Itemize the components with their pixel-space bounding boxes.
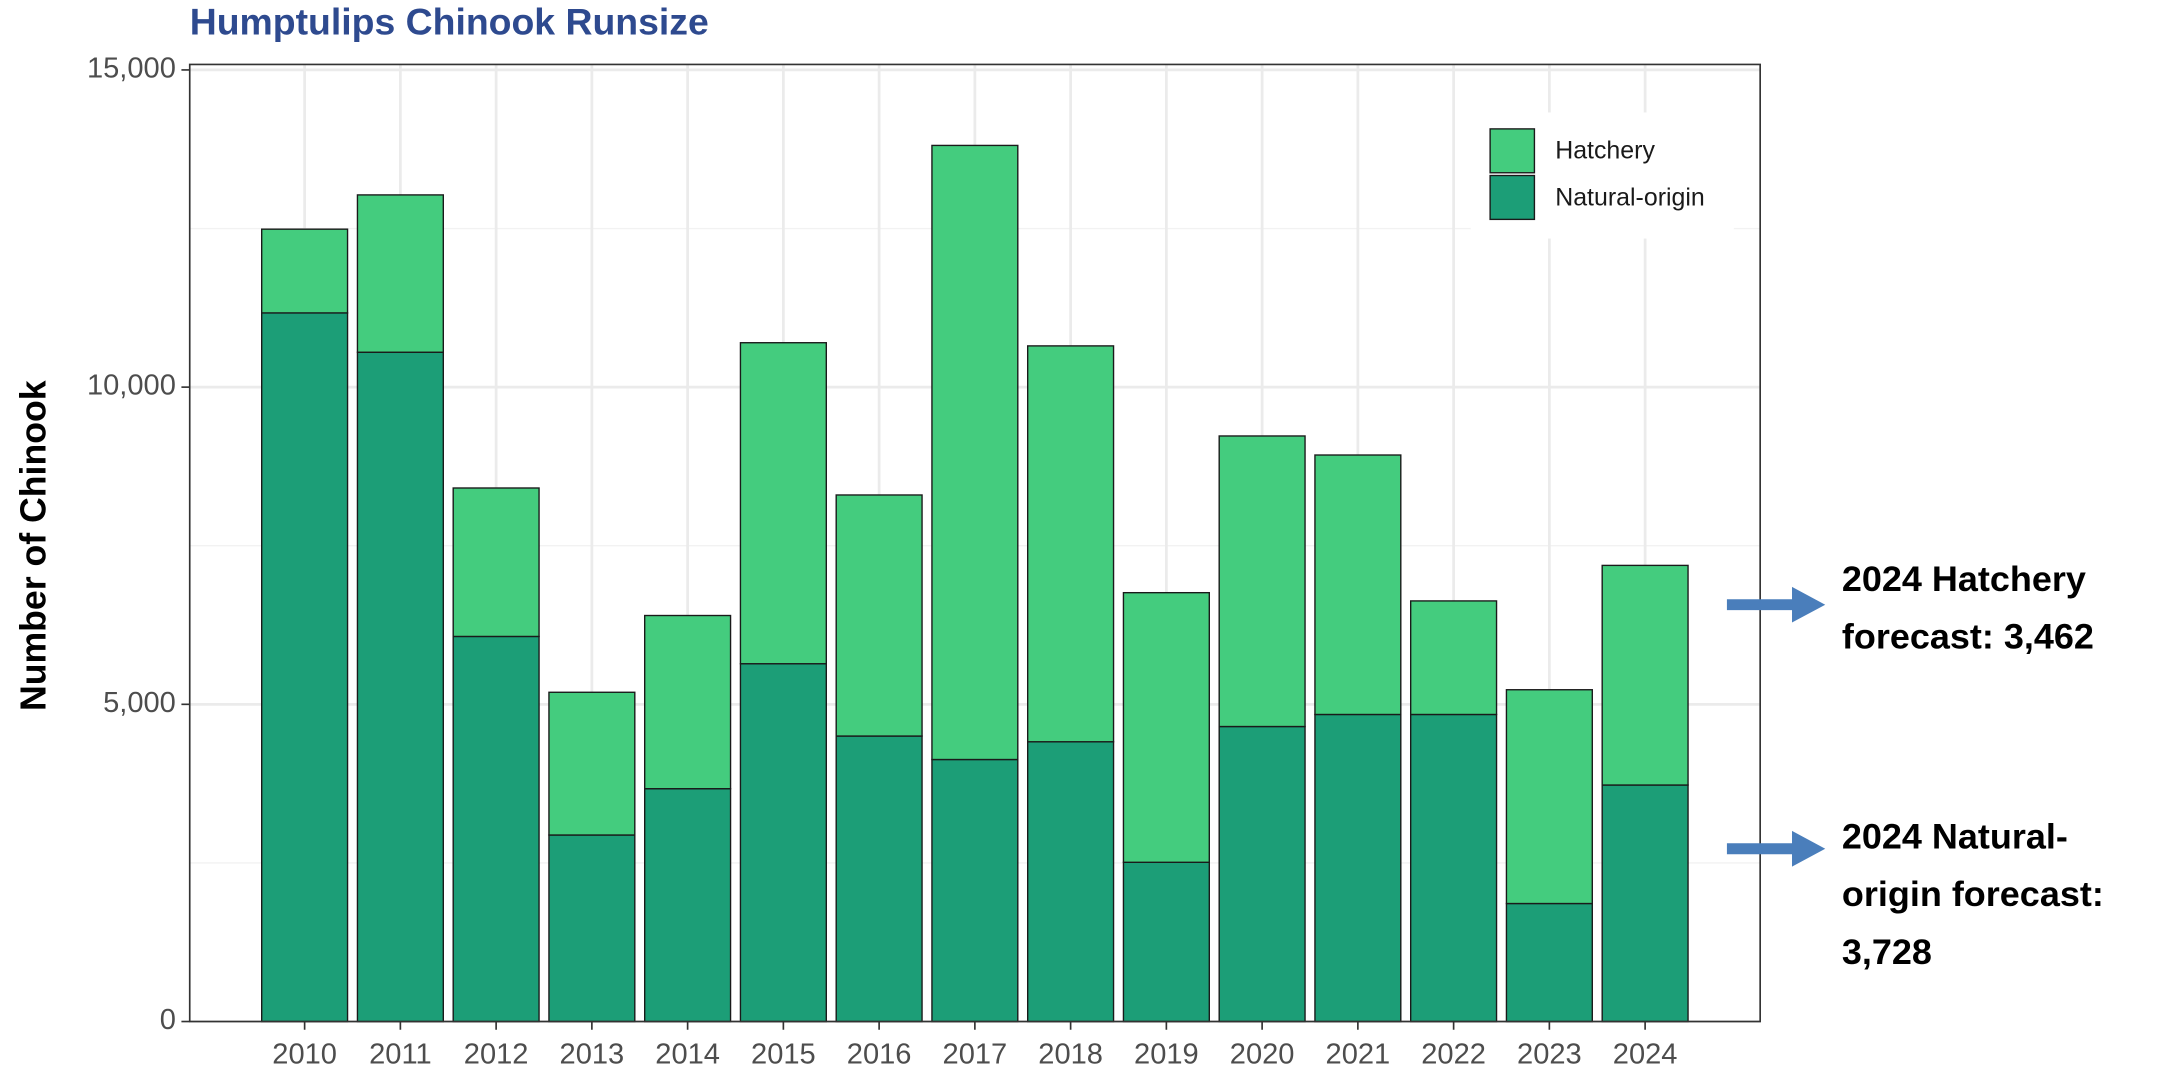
bar-segment — [1601, 784, 1689, 1023]
x-tick-label: 2012 — [464, 1039, 529, 1071]
bar-segment — [1314, 454, 1402, 716]
x-tick-label: 2014 — [655, 1039, 720, 1071]
bar-segment — [548, 834, 636, 1023]
bar-segment — [931, 758, 1019, 1023]
x-tick-label: 2011 — [369, 1039, 432, 1071]
bar-segment — [835, 735, 923, 1023]
x-tick-label: 2017 — [943, 1039, 1008, 1071]
bar-segment — [1026, 741, 1115, 1023]
bar-segment — [261, 228, 349, 314]
bar-segment — [835, 494, 923, 737]
bar-segment — [452, 635, 540, 1023]
annotation-line: 3,728 — [1842, 932, 1932, 972]
chart-title: Humptulips Chinook Runsize — [190, 1, 709, 43]
bar-segment — [1601, 564, 1689, 786]
bar-segment — [931, 144, 1019, 761]
bar-segment — [1218, 725, 1306, 1023]
bar-segment — [1409, 600, 1498, 716]
annotation-line: 2024 Hatchery — [1842, 559, 2086, 599]
bar-segment — [1122, 591, 1210, 863]
bar-segment — [1026, 345, 1115, 743]
arrow — [1726, 586, 1826, 623]
bar-segment — [261, 312, 349, 1023]
bar-segment — [1505, 902, 1593, 1023]
x-tick-label: 2016 — [847, 1039, 912, 1071]
y-tick-label: 0 — [160, 1004, 176, 1036]
x-tick-label: 2018 — [1038, 1039, 1103, 1071]
y-tick-label: 5,000 — [103, 687, 176, 719]
bar-segment — [739, 342, 827, 665]
bar-segment — [643, 788, 732, 1023]
legend-swatch — [1489, 128, 1536, 174]
legend: Hatchery Natural-origin — [1470, 112, 1734, 239]
bar-segment — [1505, 689, 1593, 905]
arrow — [1726, 830, 1826, 867]
bar-segment — [739, 663, 827, 1023]
x-tick-label: 2024 — [1613, 1039, 1678, 1071]
x-tick-label: 2020 — [1230, 1039, 1295, 1071]
bars — [261, 144, 1689, 1023]
bar-segment — [1409, 713, 1498, 1023]
x-tick-label: 2013 — [560, 1039, 625, 1071]
bar-segment — [643, 614, 732, 790]
legend-label: Natural-origin — [1555, 184, 1705, 211]
annotations: 2024 Hatchery forecast: 3,462 2024 Natural… — [1842, 559, 2104, 972]
y-tick-label: 15,000 — [87, 53, 176, 85]
x-tick-label: 2022 — [1421, 1039, 1486, 1071]
legend-swatch — [1489, 174, 1536, 221]
x-tick-label: 2019 — [1134, 1039, 1199, 1071]
annotation-line: 2024 Natural- — [1842, 817, 2068, 857]
bar-segment — [452, 487, 540, 638]
y-tick-label: 10,000 — [87, 370, 176, 402]
bar-segment — [1122, 861, 1210, 1023]
bar-segment — [548, 691, 636, 836]
annotation-arrows — [1726, 586, 1826, 867]
bar-segment — [356, 194, 444, 353]
x-tick-label: 2010 — [272, 1039, 337, 1071]
x-tick-label: 2023 — [1517, 1039, 1582, 1071]
axes: 0 5,000 10,000 15,000 2010 2011 2012 2013 2014 20… — [87, 53, 1761, 1071]
bar-segment — [356, 351, 444, 1023]
legend-label: Hatchery — [1555, 138, 1655, 165]
bar-segment — [1218, 435, 1306, 728]
annotation-line: forecast: 3,462 — [1842, 617, 2094, 657]
annotation-line: origin forecast: — [1842, 874, 2104, 914]
x-tick-label: 2021 — [1326, 1039, 1391, 1071]
x-tick-label: 2015 — [751, 1039, 816, 1071]
bar-segment — [1314, 713, 1402, 1023]
y-axis-label: Number of Chinook — [13, 380, 53, 711]
